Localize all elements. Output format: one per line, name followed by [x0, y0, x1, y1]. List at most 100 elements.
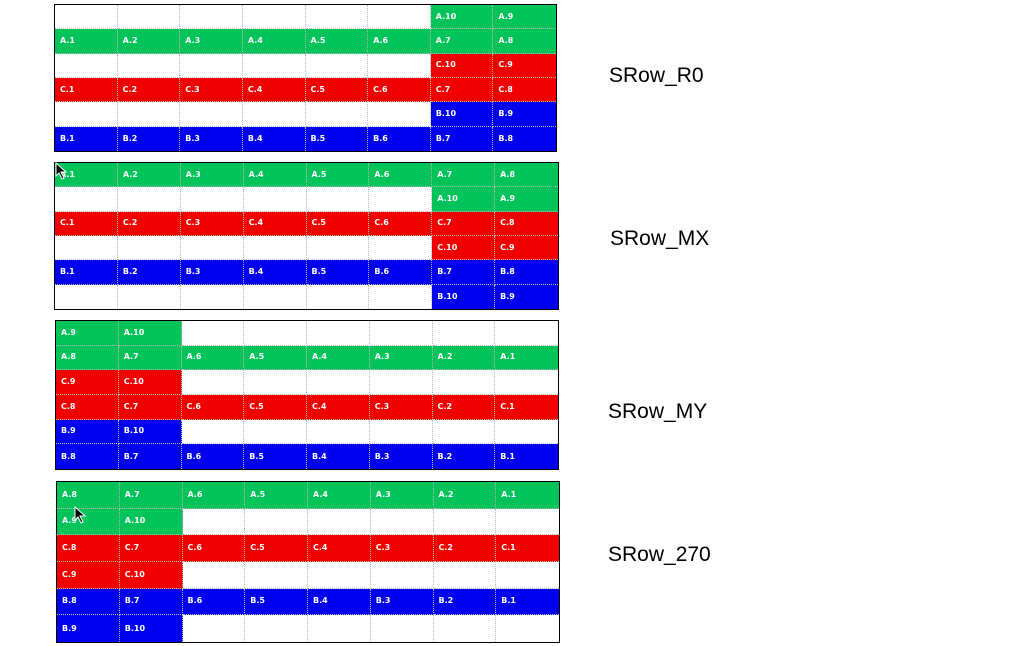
grid-cell: A.7	[430, 29, 494, 54]
grid-cell: A.10	[118, 321, 182, 346]
empty-grid-cell	[308, 615, 371, 642]
grid-cell: A.1	[496, 482, 559, 509]
grid-cell: B.9	[493, 102, 556, 127]
empty-grid-cell	[307, 370, 370, 395]
empty-grid-cell	[182, 615, 246, 642]
grid-cell: B.6	[181, 444, 245, 469]
grid-cell: B.7	[119, 588, 183, 616]
grid-cell: A.7	[118, 345, 182, 371]
grid-cell: A.5	[245, 482, 308, 509]
empty-grid-cell	[370, 561, 434, 589]
grid-cell: B.6	[182, 588, 246, 616]
empty-grid-cell	[245, 561, 308, 589]
grid-cell: C.5	[306, 211, 370, 236]
grid-cell: C.5	[245, 535, 308, 562]
grid-cell: C.2	[433, 535, 497, 562]
empty-grid-cell	[244, 321, 307, 346]
empty-grid-cell	[243, 236, 307, 261]
empty-grid-cell	[433, 615, 497, 642]
empty-grid-cell	[55, 284, 118, 309]
grid-cell: B.9	[495, 284, 558, 309]
grid-cell: B.1	[55, 260, 118, 285]
empty-grid-cell	[432, 419, 496, 445]
empty-grid-cell	[370, 615, 434, 642]
empty-grid-cell	[180, 102, 243, 127]
empty-grid-cell	[369, 419, 433, 445]
row-pattern-grid-mx: A.1 A.2 A.3 A.4 A.5 A.6 A.7 A.8 A.10 A.9 C.1 C.2 C.3…	[54, 162, 559, 310]
grid-cell: B.3	[369, 444, 433, 469]
grid-cell: B.7	[118, 444, 182, 469]
grid-cell: C.4	[307, 394, 370, 420]
grid-cell: C.4	[308, 535, 371, 562]
grid-cell: A.9	[493, 5, 556, 30]
empty-grid-cell	[432, 370, 496, 395]
grid-cell: C.6	[181, 394, 245, 420]
empty-grid-cell	[305, 5, 369, 30]
grid-cell: C.10	[118, 370, 182, 395]
grid-cell: A.7	[432, 163, 496, 188]
empty-grid-cell	[496, 561, 559, 589]
panel-label-270: SRow_270	[608, 543, 711, 566]
grid-cell: A.7	[119, 482, 183, 509]
grid-cell: A.6	[369, 163, 433, 188]
grid-cell: B.1	[55, 126, 118, 151]
panel-label-my: SRow_MY	[608, 400, 708, 423]
grid-cell: C.6	[368, 78, 431, 103]
grid-cell: B.2	[432, 444, 496, 469]
grid-cell: A.10	[430, 5, 494, 30]
grid-cell: B.7	[432, 260, 496, 285]
grid-cell: B.8	[495, 260, 558, 285]
grid-cell: C.10	[430, 53, 494, 78]
grid-cell: C.8	[493, 78, 556, 103]
panel-label-mx: SRow_MX	[610, 227, 710, 250]
grid-cell: A.5	[305, 29, 369, 54]
grid-cell: C.7	[118, 394, 182, 420]
grid-cell: B.5	[245, 588, 308, 616]
grid-cell: C.7	[432, 211, 496, 236]
grid-cell: C.1	[496, 535, 559, 562]
empty-grid-cell	[306, 236, 370, 261]
grid-cell: A.6	[181, 345, 245, 371]
mouse-pointer-icon	[74, 506, 86, 524]
empty-grid-cell	[180, 5, 243, 30]
grid-cell: C.10	[432, 236, 496, 261]
grid-cell: B.5	[305, 126, 369, 151]
grid-cell: A.1	[495, 345, 558, 371]
empty-grid-cell	[245, 508, 308, 536]
grid-cell: B.5	[306, 260, 370, 285]
empty-grid-cell	[368, 5, 431, 30]
grid-cell: C.2	[432, 394, 496, 420]
grid-cell: B.2	[117, 260, 181, 285]
empty-grid-cell	[306, 187, 370, 212]
empty-grid-cell	[55, 5, 118, 30]
grid-cell: A.5	[244, 345, 307, 371]
grid-cell: B.4	[307, 444, 370, 469]
grid-cell: B.8	[493, 126, 556, 151]
grid-cell: A.3	[370, 482, 434, 509]
empty-grid-cell	[180, 236, 244, 261]
empty-grid-cell	[369, 370, 433, 395]
empty-grid-cell	[308, 561, 371, 589]
grid-cell: B.10	[430, 102, 494, 127]
empty-grid-cell	[368, 53, 431, 78]
empty-grid-cell	[243, 187, 307, 212]
grid-cell: A.4	[308, 482, 371, 509]
row-pattern-grid-r0: A.10 A.9 A.1 A.2 A.3 A.4 A.5 A.6 A.7 A.8 C.10 C.9 C.…	[54, 4, 557, 152]
grid-cell: C.7	[430, 78, 494, 103]
grid-cell: C.3	[180, 211, 244, 236]
grid-cell: C.1	[55, 211, 118, 236]
empty-grid-cell	[306, 284, 370, 309]
row-pattern-grid-270: A.8 A.7 A.6 A.5 A.4 A.3 A.2 A.1 A.9 A.10 C.8 C.7 C.6…	[56, 481, 560, 643]
empty-grid-cell	[369, 284, 433, 309]
grid-cell: C.7	[119, 535, 183, 562]
grid-cell: A.8	[57, 482, 120, 509]
empty-grid-cell	[433, 561, 497, 589]
grid-cell: B.9	[57, 615, 120, 642]
grid-cell: C.3	[369, 394, 433, 420]
grid-cell: A.1	[55, 29, 118, 54]
empty-grid-cell	[370, 508, 434, 536]
grid-cell: C.9	[57, 561, 120, 589]
grid-cell: C.6	[182, 535, 246, 562]
grid-cell: B.10	[119, 615, 183, 642]
grid-cell: B.8	[57, 588, 120, 616]
